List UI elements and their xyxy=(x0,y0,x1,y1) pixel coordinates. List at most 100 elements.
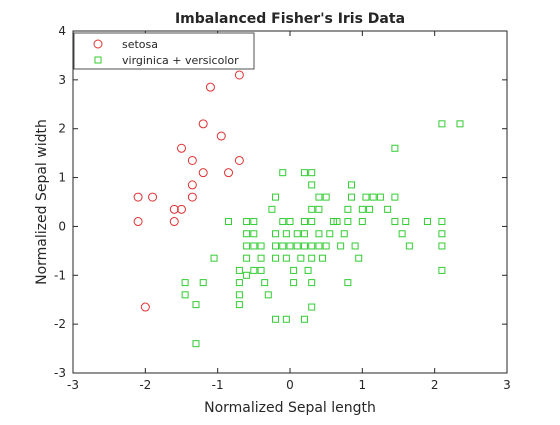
y-tick-label: -1 xyxy=(54,268,66,282)
data-point xyxy=(286,218,294,226)
data-point xyxy=(272,254,280,262)
data-point xyxy=(300,315,308,323)
data-point xyxy=(210,254,218,262)
data-point xyxy=(198,168,208,178)
data-point xyxy=(243,230,251,238)
y-tick-label: 2 xyxy=(58,122,66,136)
data-point xyxy=(290,266,298,274)
data-point xyxy=(358,205,366,213)
y-tick-label: 4 xyxy=(58,24,66,38)
data-point xyxy=(391,218,399,226)
data-point xyxy=(326,230,334,238)
data-point xyxy=(322,242,330,250)
data-point xyxy=(250,218,258,226)
data-point xyxy=(286,242,294,250)
data-point xyxy=(322,193,330,201)
data-point xyxy=(198,119,208,129)
data-point xyxy=(376,193,384,201)
data-point xyxy=(344,218,352,226)
data-point xyxy=(177,143,186,153)
data-point xyxy=(282,254,290,262)
data-point xyxy=(187,192,197,202)
data-point xyxy=(308,254,316,262)
data-point xyxy=(319,254,327,262)
series-virginica-versicolor xyxy=(181,120,464,348)
data-point xyxy=(264,291,272,299)
axes-box xyxy=(72,30,508,374)
data-point xyxy=(300,242,308,250)
legend-marker xyxy=(94,56,102,64)
data-point xyxy=(293,230,301,238)
data-point xyxy=(315,242,323,250)
y-tick-label: 3 xyxy=(58,73,66,87)
data-point xyxy=(169,217,179,227)
data-point xyxy=(133,192,143,202)
data-point xyxy=(402,218,410,226)
data-point xyxy=(333,218,341,226)
data-point xyxy=(257,254,265,262)
data-point xyxy=(192,340,200,348)
x-tick-label: 0 xyxy=(286,378,294,392)
data-point xyxy=(329,218,337,226)
y-axis-label: Normalized Sepal width xyxy=(34,119,50,285)
data-point xyxy=(438,230,446,238)
y-tick-label: -3 xyxy=(54,366,66,380)
data-point xyxy=(250,242,258,250)
y-tick-label: -2 xyxy=(54,317,66,331)
data-point xyxy=(268,205,276,213)
data-point xyxy=(300,230,308,238)
data-point xyxy=(405,242,413,250)
data-point xyxy=(205,82,215,92)
data-point xyxy=(192,301,200,309)
legend-label: virginica + versicolor xyxy=(122,54,239,67)
data-point xyxy=(234,70,244,80)
data-point xyxy=(366,205,374,213)
data-point xyxy=(199,279,207,287)
data-point xyxy=(308,242,316,250)
data-point xyxy=(216,131,226,141)
legend-marker xyxy=(93,39,103,49)
data-point xyxy=(148,192,158,202)
data-point xyxy=(351,242,359,250)
data-point xyxy=(300,169,308,177)
data-point xyxy=(438,266,446,274)
legend: setosa virginica + versicolor xyxy=(73,32,255,70)
data-point xyxy=(243,242,251,250)
data-point xyxy=(257,242,265,250)
data-point xyxy=(235,266,243,274)
data-point xyxy=(347,181,355,189)
data-point xyxy=(250,266,258,274)
data-point xyxy=(133,217,143,227)
data-point xyxy=(290,279,298,287)
data-point xyxy=(181,291,189,299)
x-tick-label: 2 xyxy=(431,378,439,392)
data-point xyxy=(282,230,290,238)
data-point xyxy=(272,242,280,250)
x-tick-label: -2 xyxy=(139,378,151,392)
data-point xyxy=(391,144,399,152)
data-point xyxy=(398,230,406,238)
legend-box xyxy=(73,32,255,70)
data-point xyxy=(344,205,352,213)
data-point xyxy=(250,230,258,238)
data-point xyxy=(272,193,280,201)
data-point xyxy=(315,205,323,213)
data-point xyxy=(308,218,316,226)
data-point xyxy=(224,168,234,178)
chart-title: Imbalanced Fisher's Iris Data xyxy=(175,11,405,27)
data-point xyxy=(344,279,352,287)
data-point xyxy=(234,155,244,165)
plot-area: -3 -2 -1 0 1 2 3 -3 -2 -1 0 1 2 3 4 xyxy=(54,24,511,392)
x-axis-label: Normalized Sepal length xyxy=(204,400,376,416)
data-point xyxy=(304,266,312,274)
data-point xyxy=(279,169,287,177)
y-tick-label: 0 xyxy=(58,219,66,233)
data-point xyxy=(347,193,355,201)
data-point xyxy=(282,315,290,323)
data-point xyxy=(315,193,323,201)
data-point xyxy=(362,193,370,201)
data-point xyxy=(243,218,251,226)
data-point xyxy=(261,279,269,287)
data-point xyxy=(438,218,446,226)
